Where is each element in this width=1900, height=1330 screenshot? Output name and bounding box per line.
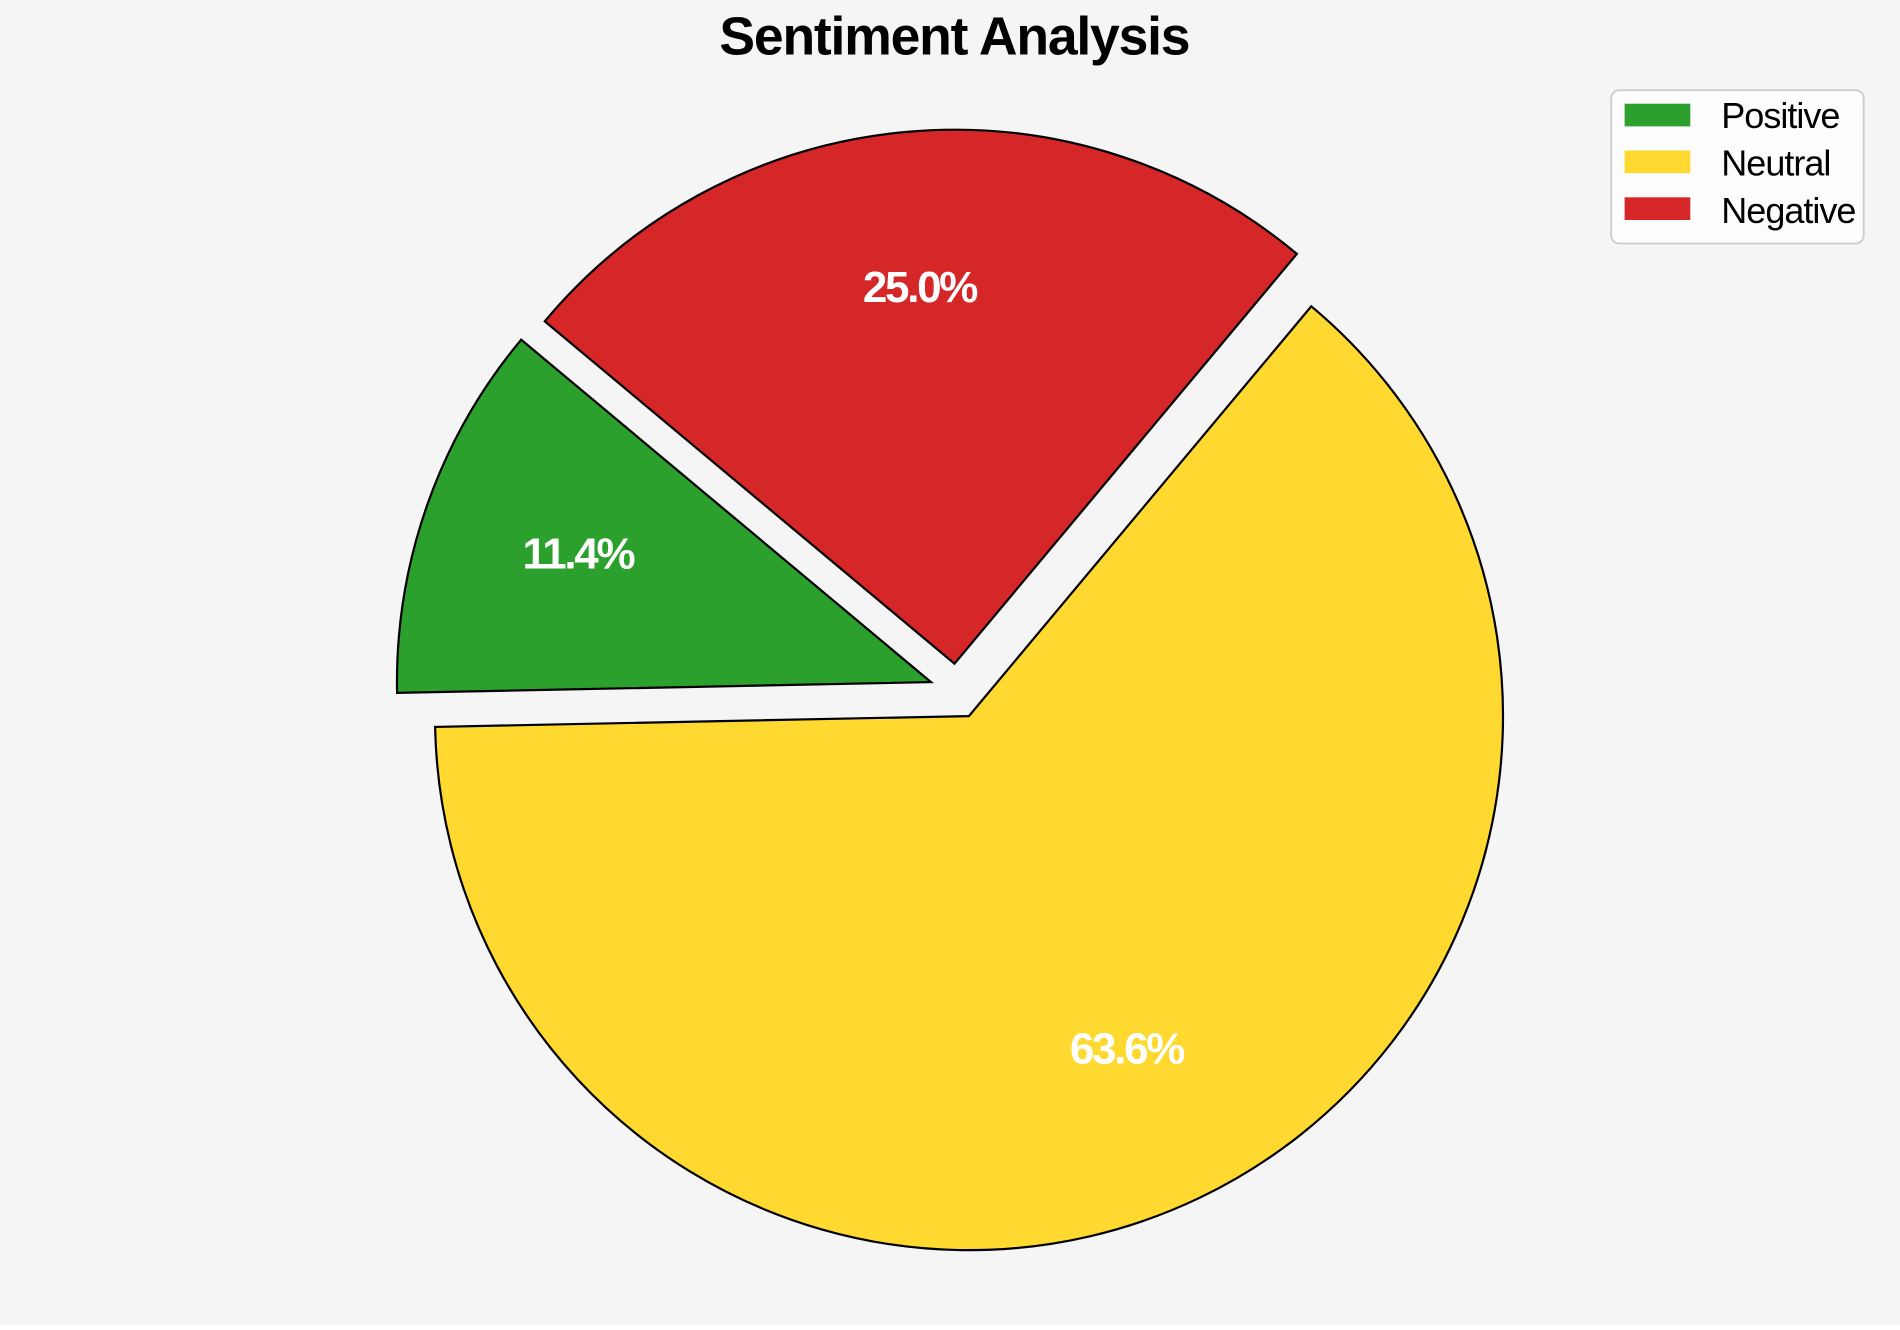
- svg-text:Positive: Positive: [1721, 95, 1839, 136]
- svg-text:Neutral: Neutral: [1721, 143, 1830, 184]
- svg-text:Sentiment Analysis: Sentiment Analysis: [719, 8, 1189, 67]
- svg-text:63.6%: 63.6%: [1070, 1024, 1184, 1073]
- svg-text:Negative: Negative: [1721, 190, 1855, 231]
- svg-text:25.0%: 25.0%: [863, 263, 977, 312]
- svg-text:11.4%: 11.4%: [522, 530, 634, 579]
